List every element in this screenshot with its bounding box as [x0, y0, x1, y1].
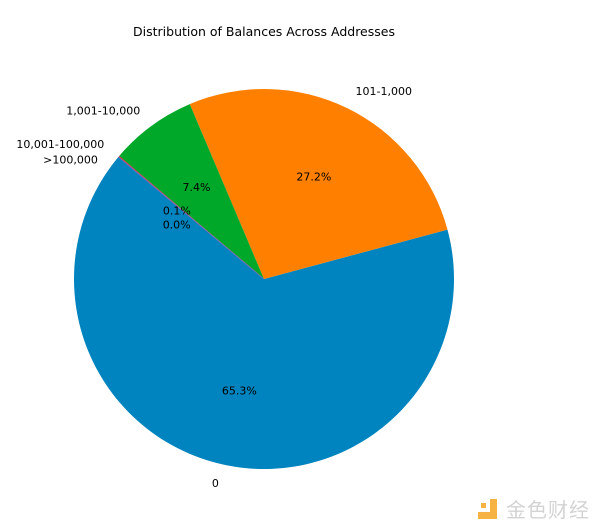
pie-slice-0 [73, 156, 454, 469]
slice-percent-label: 27.2% [296, 171, 331, 184]
watermark: 金色财经 [478, 494, 590, 523]
slice-label: 10,001-100,000 [16, 138, 104, 151]
slice-label: 101-1,000 [355, 85, 411, 98]
watermark-logo-icon [478, 498, 497, 519]
slice-percent-label: 0.0% [163, 219, 191, 232]
slice-percent-label: 0.1% [163, 204, 191, 217]
watermark-text: 金色财经 [506, 498, 590, 522]
slice-label: >100,000 [43, 154, 98, 167]
pie-slice-1 [189, 88, 448, 279]
slice-label: 0 [212, 477, 219, 490]
chart-title: Distribution of Balances Across Addresse… [133, 24, 395, 39]
pie-slice-4 [118, 156, 265, 280]
slice-percent-label: 65.3% [222, 384, 257, 397]
slice-label: 1,001-10,000 [66, 105, 140, 118]
slice-percent-label: 7.4% [183, 181, 211, 194]
pie-slice-2 [119, 104, 264, 279]
